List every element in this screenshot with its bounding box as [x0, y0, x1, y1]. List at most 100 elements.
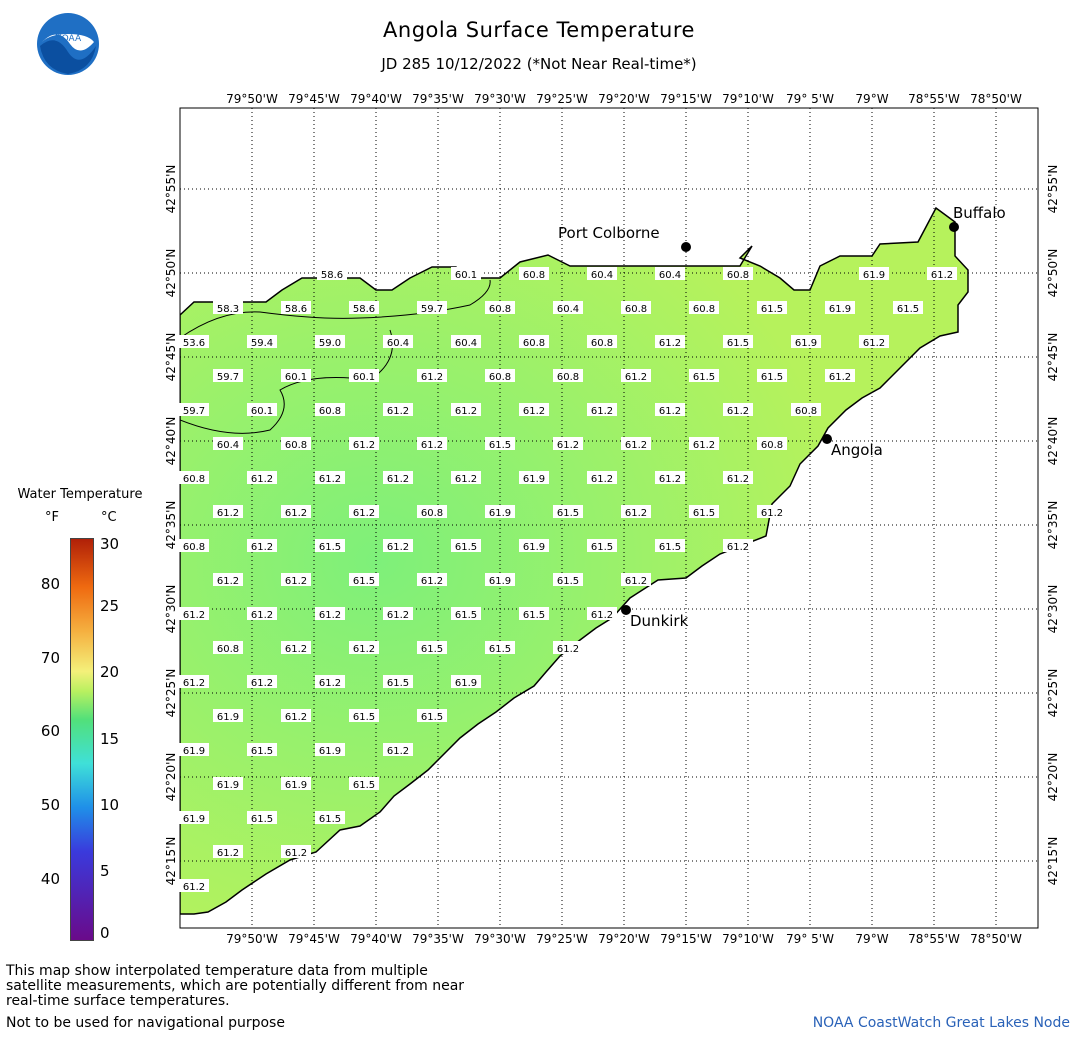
temp-value: 61.9 [455, 678, 477, 689]
temp-value: 59.7 [217, 372, 239, 383]
temp-value: 61.2 [217, 508, 239, 519]
c-tick: 0 [100, 924, 110, 942]
temp-value: 61.9 [489, 576, 511, 587]
temp-value: 60.8 [489, 304, 511, 315]
temp-label-bg [791, 335, 821, 348]
temp-label-bg [587, 267, 617, 280]
temp-label-bg [315, 471, 345, 484]
temp-value: 61.2 [285, 508, 307, 519]
temp-value: 61.9 [217, 780, 239, 791]
temp-label-bg [315, 675, 345, 688]
temp-value: 61.2 [625, 372, 647, 383]
temp-value: 60.8 [523, 270, 545, 281]
place-port-colborne: Port Colborne [558, 224, 660, 242]
temp-value: 61.2 [727, 406, 749, 417]
isotherm-line [180, 329, 393, 434]
longitude-label: 78°55'W [908, 92, 960, 106]
longitude-label: 79° 5'W [786, 932, 834, 946]
temp-label-bg [587, 471, 617, 484]
temp-value: 61.2 [455, 474, 477, 485]
temp-value: 61.2 [285, 848, 307, 859]
temp-value: 61.5 [319, 542, 341, 553]
temp-label-bg [655, 267, 685, 280]
temp-value: 60.4 [557, 304, 579, 315]
temp-value: 61.5 [421, 712, 443, 723]
temp-label-bg [179, 675, 209, 688]
temp-label-bg [213, 505, 243, 518]
temp-label-bg [213, 845, 243, 858]
temp-label-bg [179, 539, 209, 552]
longitude-label: 79°45'W [288, 932, 340, 946]
temp-value: 61.2 [591, 406, 613, 417]
temp-label-bg [383, 539, 413, 552]
latitude-label: 42°20'N [164, 753, 178, 802]
port-colborne-marker [681, 242, 691, 252]
temp-value: 61.9 [523, 542, 545, 553]
legend-fahrenheit-unit: °F [45, 510, 59, 525]
temp-value: 61.2 [727, 542, 749, 553]
latitude-label: 42°25'N [164, 669, 178, 718]
f-tick: 50 [40, 796, 60, 814]
longitude-label: 79°40'W [350, 92, 402, 106]
temp-value: 61.5 [523, 610, 545, 621]
temp-label-bg [587, 335, 617, 348]
temp-label-bg [179, 335, 209, 348]
temp-label-bg [451, 335, 481, 348]
temp-value: 61.2 [285, 576, 307, 587]
c-tick: 5 [100, 862, 110, 880]
place-angola: Angola [831, 441, 883, 459]
temp-label-bg [179, 471, 209, 484]
temp-label-bg [519, 335, 549, 348]
temp-label-bg [587, 607, 617, 620]
temp-label-bg [417, 709, 447, 722]
temp-value: 60.4 [455, 338, 477, 349]
temp-label-bg [723, 539, 753, 552]
longitude-label: 79°40'W [350, 932, 402, 946]
temp-value: 61.2 [761, 508, 783, 519]
temp-value: 61.5 [387, 678, 409, 689]
temp-label-bg [213, 641, 243, 654]
temp-label-bg [757, 301, 787, 314]
map-subtitle: JD 285 10/12/2022 (*Not Near Real-time*) [381, 55, 697, 73]
temp-label-bg [519, 539, 549, 552]
temp-value: 61.2 [353, 508, 375, 519]
latitude-label: 42°20'N [1046, 753, 1060, 802]
buffalo-marker [949, 222, 959, 232]
temp-value: 61.5 [455, 542, 477, 553]
f-tick: 80 [40, 575, 60, 593]
c-tick: 20 [100, 663, 120, 681]
temp-label-bg [553, 301, 583, 314]
temp-value: 61.5 [353, 576, 375, 587]
temp-label-bg [417, 301, 447, 314]
dunkirk-marker [621, 605, 631, 615]
temp-label-bg [553, 369, 583, 382]
temp-value: 60.8 [489, 372, 511, 383]
temp-value: 61.2 [319, 610, 341, 621]
temp-label-bg [247, 607, 277, 620]
temp-label-bg [485, 641, 515, 654]
temp-value: 58.3 [217, 304, 239, 315]
temp-label-bg [213, 709, 243, 722]
temp-value: 61.5 [489, 644, 511, 655]
temp-value: 53.6 [183, 338, 205, 349]
temp-label-bg [621, 301, 651, 314]
latitude-label: 42°15'N [164, 837, 178, 886]
temp-value: 61.2 [659, 406, 681, 417]
temp-label-bg [213, 301, 243, 314]
temp-label-bg [621, 505, 651, 518]
temp-label-bg [247, 539, 277, 552]
temp-label-bg [315, 335, 345, 348]
temp-label-bg [247, 471, 277, 484]
temp-value: 61.5 [591, 542, 613, 553]
temp-value: 60.4 [217, 440, 239, 451]
temp-value: 60.4 [591, 270, 613, 281]
temp-label-bg [315, 743, 345, 756]
temp-label-bg [587, 539, 617, 552]
temp-value: 61.5 [319, 814, 341, 825]
temp-value: 60.8 [217, 644, 239, 655]
temp-value: 58.6 [353, 304, 375, 315]
longitude-label: 78°50'W [970, 92, 1022, 106]
temp-value: 61.5 [659, 542, 681, 553]
longitude-label: 79°50'W [226, 932, 278, 946]
longitude-label: 79°15'W [660, 92, 712, 106]
